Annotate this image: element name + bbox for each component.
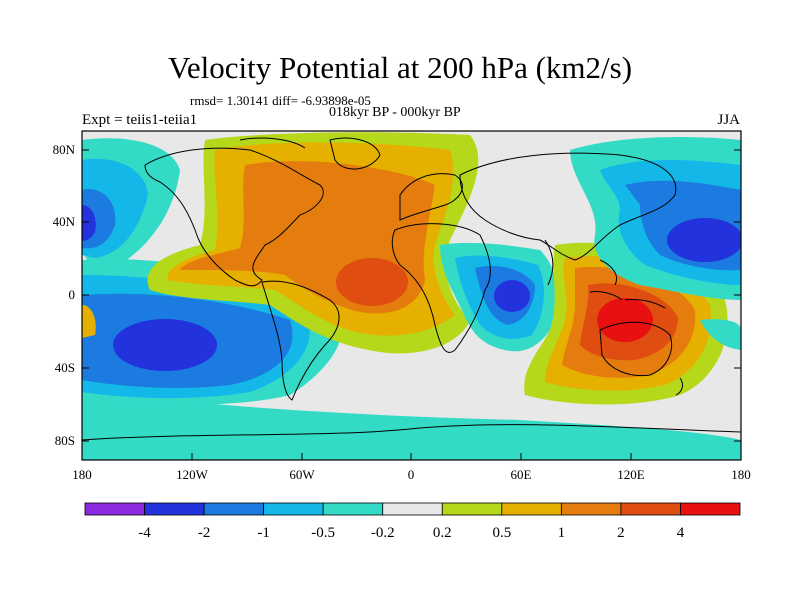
lon-label-120e: 120E	[617, 467, 645, 482]
lat-ticks	[82, 149, 741, 442]
colorbar-label: -4	[138, 525, 151, 541]
coastlines	[82, 137, 741, 441]
map-title: Velocity Potential at 200 hPa (km2/s)	[167, 50, 633, 85]
colorbar-swatch	[680, 502, 741, 516]
colorbar-label: -1	[257, 525, 270, 541]
colorbar-swatch	[620, 502, 681, 516]
colorbar-swatch	[144, 502, 205, 516]
colorbar-label: -0.2	[371, 525, 395, 541]
colorbar-swatch	[322, 502, 384, 516]
contour-fill	[82, 131, 741, 460]
colorbar-swatch	[84, 502, 145, 516]
colorbar-swatch	[501, 502, 562, 516]
colorbar-swatch	[441, 502, 503, 516]
lat-label-80s: 80S	[55, 433, 75, 448]
experiment-label: Expt = teiis1-teiia1	[82, 112, 198, 128]
lon-label-180e: 180	[731, 467, 751, 482]
lon-label-120w: 120W	[176, 467, 209, 482]
lon-label-0: 0	[408, 467, 415, 482]
colorbar-swatch	[382, 502, 443, 516]
lat-label-40n: 40N	[53, 214, 76, 229]
colorbar-swatch	[560, 502, 622, 516]
colorbar-label: 4	[677, 525, 685, 541]
colorbar: -4 -2 -1 -0.5 -0.2 0.2 0.5 1 2 4	[84, 502, 741, 541]
colorbar-swatch	[203, 502, 265, 516]
lat-label-40s: 40S	[55, 360, 75, 375]
season-label: JJA	[717, 112, 740, 128]
lat-label-0: 0	[69, 287, 76, 302]
lon-label-60e: 60E	[511, 467, 532, 482]
colorbar-label: 1	[558, 525, 566, 541]
lat-label-80n: 80N	[53, 142, 76, 157]
lon-ticks	[81, 453, 742, 460]
colorbar-label: -0.5	[311, 525, 335, 541]
colorbar-label: 0.2	[433, 525, 452, 541]
stats-text: rmsd= 1.30141 diff= -6.93898e-05	[190, 93, 371, 108]
colorbar-label: 0.5	[492, 525, 511, 541]
colorbar-swatch	[263, 502, 324, 516]
colorbar-label: 2	[617, 525, 625, 541]
colorbar-label: -2	[198, 525, 211, 541]
lon-label-180w: 180	[72, 467, 92, 482]
lon-label-60w: 60W	[289, 467, 315, 482]
period-text: 018kyr BP - 000kyr BP	[329, 105, 461, 120]
